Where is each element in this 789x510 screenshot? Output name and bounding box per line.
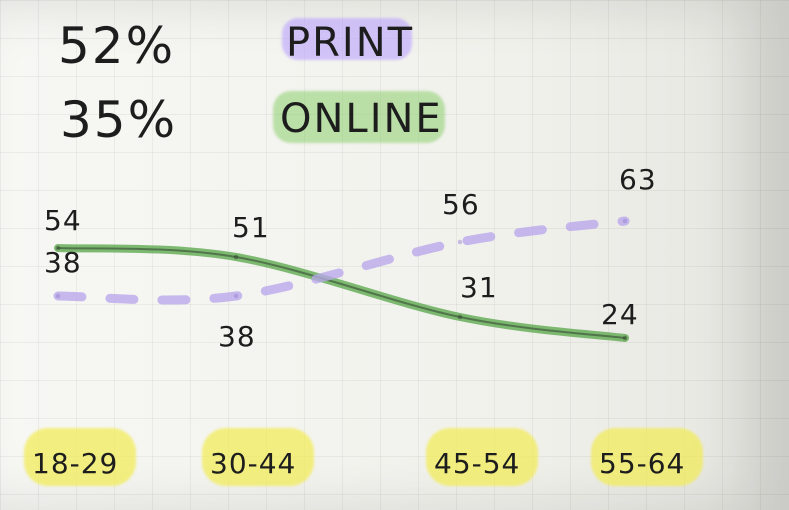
series-point-online [55, 245, 61, 251]
series-layer [53, 216, 630, 342]
data-label-layer: 54 51 31 24 38 38 56 63 [44, 163, 657, 353]
data-label-print: 38 [218, 320, 256, 353]
series-point-online [457, 314, 463, 320]
summary-legend: 52% PRINT 35% ONLINE [58, 17, 445, 149]
data-label-online: 54 [44, 204, 82, 237]
data-label-online: 51 [232, 211, 270, 244]
category-label: 30-44 [210, 447, 296, 480]
series-point-print [55, 293, 61, 299]
category-highlight [24, 428, 136, 486]
data-label-print: 38 [44, 246, 82, 279]
online-percent: 35% [60, 91, 177, 149]
series-point-online [233, 254, 239, 260]
data-label-print: 63 [619, 163, 657, 196]
category-highlight [591, 428, 703, 486]
series-point-print [622, 218, 628, 224]
category-label: 18-29 [32, 447, 118, 480]
category-highlight [202, 428, 314, 486]
data-label-online: 31 [460, 271, 498, 304]
online-highlight [273, 91, 445, 143]
series-point-print [233, 293, 239, 299]
category-highlights [24, 428, 703, 486]
category-label: 55-64 [599, 447, 685, 480]
series-point-online [622, 335, 628, 341]
category-highlight [426, 428, 538, 486]
online-label: ONLINE [280, 96, 443, 142]
print-label: PRINT [286, 20, 414, 66]
series-line-online [54, 244, 629, 342]
data-label-online: 24 [601, 298, 639, 331]
series-point-print [457, 239, 463, 245]
category-label-layer: 18-29 30-44 45-54 55-64 [32, 447, 685, 480]
category-label: 45-54 [434, 447, 520, 480]
print-highlight [282, 18, 412, 60]
print-percent: 52% [58, 17, 175, 75]
series-ink-line-online [57, 247, 626, 339]
data-label-print: 56 [442, 188, 480, 221]
series-line-print [53, 216, 630, 305]
